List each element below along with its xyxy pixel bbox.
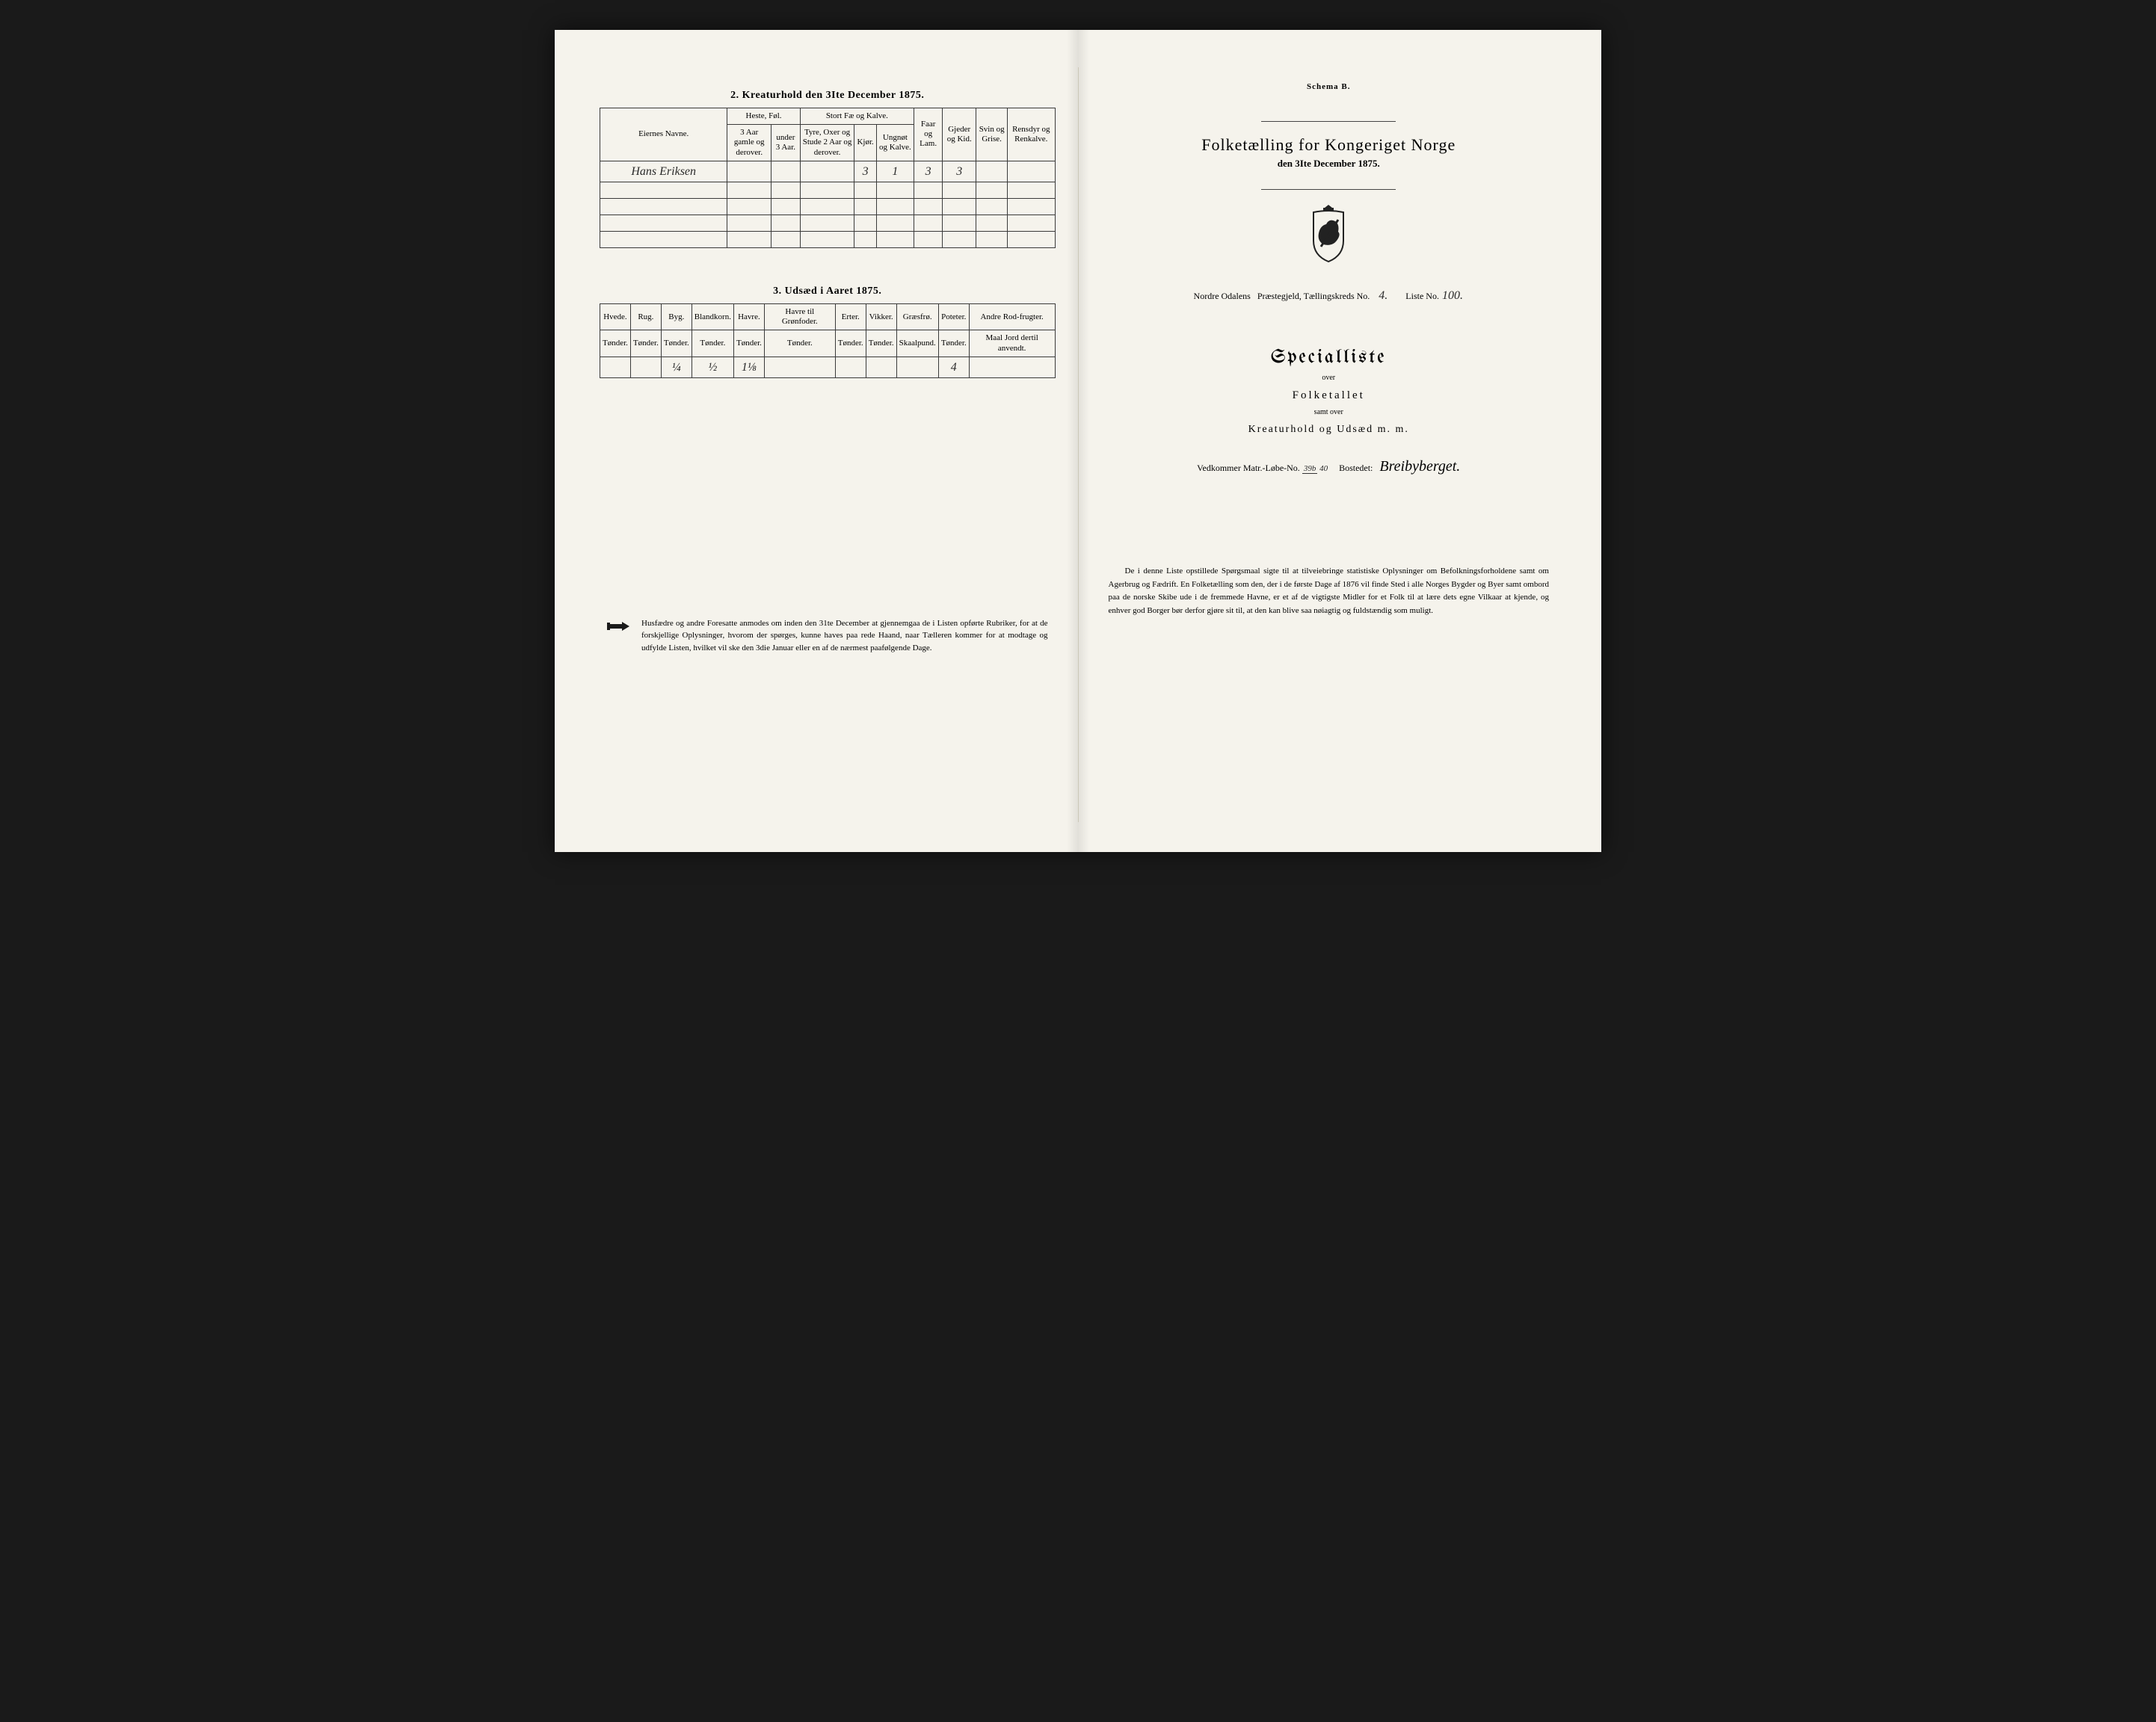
sub-heste-3aar: 3 Aar gamle og derover. [727,125,771,161]
table-row [600,215,1056,231]
bosted-value: Breibyberget. [1379,458,1460,475]
col-owner: Eiernes Navne. [600,108,727,161]
seed-table: Hvede. Rug. Byg. Blandkorn. Havre. Havre… [600,303,1056,378]
rule [1261,189,1396,190]
table-row [600,182,1056,198]
table-row [600,198,1056,215]
sub-title: den 3Ite December 1875. [1101,158,1557,170]
col-grp-stort: Stort Fæ og Kalve. [800,108,914,125]
col-grp-heste: Heste, Føl. [727,108,800,125]
section2-title: 2. Kreaturhold den 3Ite December 1875. [600,90,1056,102]
schema-label: Schema B. [1101,82,1557,91]
matr-no: 39b 40 [1302,465,1328,473]
footnote-text: Husfædre og andre Foresatte anmodes om i… [641,617,1048,655]
footnote-block: Husfædre og andre Foresatte anmodes om i… [600,617,1056,655]
sub-tyre: Tyre, Oxer og Stude 2 Aar og derover. [800,125,854,161]
specialliste-title: Specialliste [1101,348,1557,368]
kreatur-label: Kreaturhold og Udsæd m. m. [1101,424,1557,436]
table-row: ¼ ½ 1⅛ 4 [600,357,1056,377]
rule [1261,121,1396,122]
table-row [600,231,1056,247]
scan-frame: 2. Kreaturhold den 3Ite December 1875. E… [555,30,1601,852]
coat-of-arms-icon [1101,203,1557,267]
folketallet-label: Folketallet [1101,389,1557,402]
livestock-table: Eiernes Navne. Heste, Føl. Stort Fæ og K… [600,108,1056,248]
samt-label: samt over [1101,408,1557,416]
right-page: Schema B. Folketælling for Kongeriget No… [1079,67,1580,822]
pointing-hand-icon [607,619,632,634]
section3-title: 3. Udsæd i Aaret 1875. [600,286,1056,297]
left-page: 2. Kreaturhold den 3Ite December 1875. E… [577,67,1079,822]
col-rensdyr: Rensdyr og Renkalve. [1008,108,1055,161]
sub-kjor: Kjør. [854,125,876,161]
owner-name: Hans Eriksen [600,161,727,182]
col-gjeder: Gjeder og Kid. [943,108,976,161]
col-faar: Faar og Lam. [914,108,943,161]
table-row: Hans Eriksen 3 1 3 3 [600,161,1056,182]
explanatory-paragraph: De i denne Liste opstillede Spørgsmaal s… [1101,565,1557,617]
district-line: Nordre Odalens Præstegjeld, Tællingskred… [1101,289,1557,303]
col-svin: Svin og Grise. [976,108,1008,161]
main-title: Folketælling for Kongeriget Norge [1101,135,1557,155]
liste-no: 100. [1441,289,1464,303]
kreds-no: 4. [1372,289,1394,303]
sub-heste-under3: under 3 Aar. [771,125,801,161]
sub-ungnot: Ungnøt og Kalve. [876,125,914,161]
vedkommer-line: Vedkommer Matr.-Løbe-No. 39b 40 Bostedet… [1101,458,1557,475]
over-label: over [1101,374,1557,382]
